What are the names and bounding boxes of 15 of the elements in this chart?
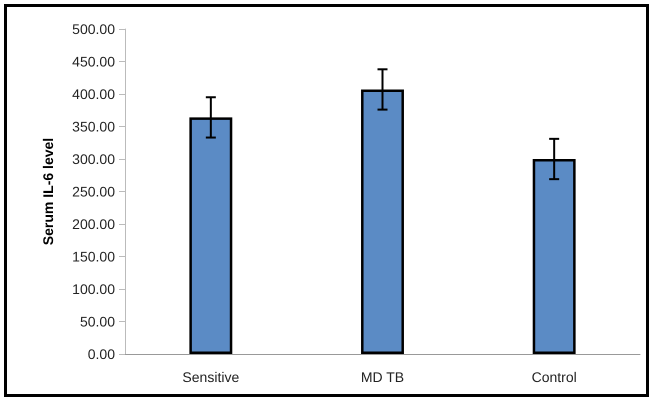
x-tick-label: MD TB: [360, 369, 404, 385]
y-tick-label: 0.00: [88, 346, 116, 362]
y-tick-label: 50.00: [80, 314, 116, 330]
y-tick-label: 150.00: [72, 248, 116, 264]
y-tick-label: 350.00: [72, 118, 116, 134]
y-tick-label: 250.00: [72, 184, 116, 200]
y-tick-label: 400.00: [72, 86, 116, 102]
y-tick-label: 500.00: [72, 21, 116, 37]
y-tick-label: 300.00: [72, 151, 116, 167]
y-axis-title: Serum IL-6 level: [40, 138, 56, 246]
x-tick-label: Control: [532, 369, 577, 385]
y-tick-label: 200.00: [72, 216, 116, 232]
y-tick-label: 100.00: [72, 281, 116, 297]
y-tick-label: 450.00: [72, 54, 116, 70]
x-tick-label: Sensitive: [182, 369, 240, 385]
